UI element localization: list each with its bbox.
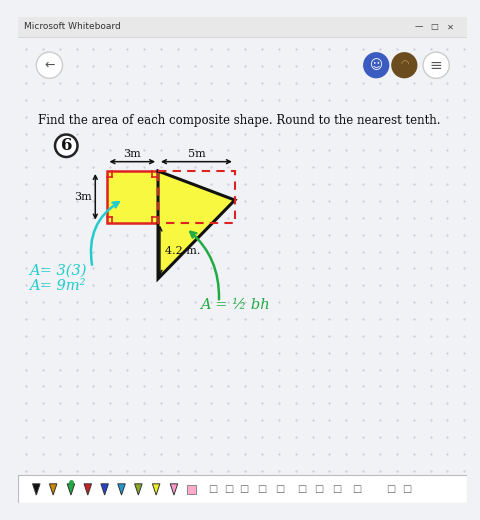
Text: □: □ xyxy=(208,485,217,495)
Text: A= 9m²: A= 9m² xyxy=(29,279,85,293)
Polygon shape xyxy=(170,484,178,495)
Text: ←: ← xyxy=(44,59,55,72)
Text: □: □ xyxy=(240,485,249,495)
Text: □: □ xyxy=(275,485,284,495)
Text: —: — xyxy=(414,22,422,31)
Circle shape xyxy=(391,52,418,79)
Text: □: □ xyxy=(385,485,395,495)
Text: ≡: ≡ xyxy=(430,58,443,73)
Text: ☺: ☺ xyxy=(370,59,383,72)
Text: Find the area of each composite shape. Round to the nearest tenth.: Find the area of each composite shape. R… xyxy=(38,114,441,127)
Bar xyxy=(107,171,158,223)
Polygon shape xyxy=(134,484,142,495)
Text: 3m: 3m xyxy=(74,192,92,202)
Text: □: □ xyxy=(332,485,341,495)
Text: □: □ xyxy=(352,485,361,495)
Polygon shape xyxy=(67,484,75,495)
Text: □: □ xyxy=(431,22,438,31)
Text: □: □ xyxy=(297,485,306,495)
Circle shape xyxy=(423,52,449,79)
Polygon shape xyxy=(49,484,57,495)
Polygon shape xyxy=(153,484,160,495)
Bar xyxy=(187,485,196,494)
Text: □: □ xyxy=(314,485,324,495)
Circle shape xyxy=(36,52,62,79)
Text: A= 3(3): A= 3(3) xyxy=(29,263,86,277)
Polygon shape xyxy=(84,484,92,495)
Polygon shape xyxy=(118,484,125,495)
Text: 6: 6 xyxy=(60,137,72,154)
Text: □: □ xyxy=(403,485,412,495)
Bar xyxy=(18,475,467,503)
Text: 4.2 m.: 4.2 m. xyxy=(165,245,200,256)
Text: 3m: 3m xyxy=(123,149,141,159)
Polygon shape xyxy=(101,484,108,495)
Text: □: □ xyxy=(224,485,233,495)
Circle shape xyxy=(363,52,389,79)
Polygon shape xyxy=(158,171,235,279)
Text: ◠: ◠ xyxy=(400,58,408,68)
Text: 5m: 5m xyxy=(188,149,205,159)
Text: □: □ xyxy=(257,485,266,495)
Text: Microsoft Whiteboard: Microsoft Whiteboard xyxy=(24,22,121,31)
Polygon shape xyxy=(33,484,40,495)
Text: ✕: ✕ xyxy=(447,22,454,31)
Bar xyxy=(158,171,235,223)
Text: A = ½ bh: A = ½ bh xyxy=(200,298,270,312)
Circle shape xyxy=(55,135,77,157)
Bar xyxy=(18,17,467,37)
